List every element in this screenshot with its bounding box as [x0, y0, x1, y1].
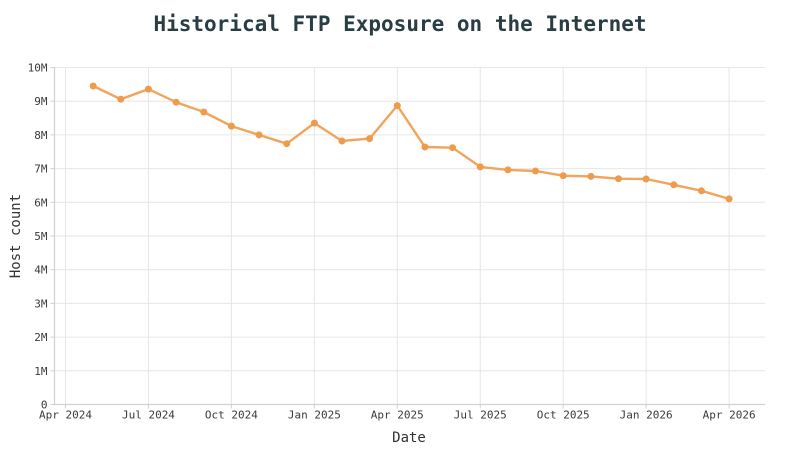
y-tick-label: 6M	[34, 196, 48, 209]
data-point-marker	[670, 181, 678, 189]
data-point-marker	[255, 131, 263, 139]
data-point-marker	[421, 143, 429, 151]
data-point-marker	[393, 102, 401, 110]
y-tick-label: 4M	[34, 264, 48, 277]
x-tick-label: Apr 2024	[39, 409, 92, 422]
y-tick-label: 9M	[34, 95, 48, 108]
data-point-marker	[200, 108, 208, 116]
data-point-marker	[283, 140, 291, 148]
data-line	[92, 84, 731, 201]
data-point-marker	[366, 135, 374, 143]
data-point-marker	[338, 137, 346, 145]
x-tick-label: Apr 2026	[703, 409, 756, 422]
x-tick-label: Oct 2025	[537, 409, 590, 422]
y-tick-label: 8M	[34, 129, 48, 142]
data-point-marker	[697, 187, 705, 195]
x-tick-label: Jan 2025	[288, 409, 341, 422]
data-point-marker	[532, 167, 539, 175]
y-tick-label: 2M	[34, 331, 48, 344]
data-point-marker	[172, 98, 180, 106]
data-point-marker	[117, 95, 125, 103]
x-tick-label: Jul 2025	[454, 409, 507, 422]
x-tick-label: Jan 2026	[620, 409, 673, 422]
y-tick-label: 3M	[34, 297, 48, 310]
x-tick-label: Oct 2024	[205, 409, 258, 422]
data-point-marker	[725, 195, 733, 203]
data-point-marker	[310, 119, 318, 127]
data-point-marker	[449, 144, 457, 152]
data-point-marker	[227, 122, 235, 130]
data-point-marker	[144, 85, 152, 93]
data-point-marker	[587, 172, 595, 180]
data-point-marker	[476, 163, 484, 171]
data-point-marker	[504, 166, 512, 174]
x-axis-title: Date	[392, 430, 426, 446]
data-point-marker	[559, 172, 567, 180]
y-tick-label: 1M	[34, 365, 48, 378]
data-point-marker	[89, 82, 97, 90]
chart-title: Historical FTP Exposure on the Internet	[153, 12, 647, 36]
data-point-marker	[615, 175, 622, 183]
y-tick-label: 5M	[34, 230, 48, 243]
y-tick-label: 0	[41, 399, 48, 412]
x-tick-label: Jul 2024	[122, 409, 175, 422]
x-tick-label: Apr 2025	[371, 409, 424, 422]
data-point-marker	[642, 175, 650, 183]
y-tick-label: 10M	[28, 62, 48, 75]
y-tick-label: 7M	[34, 163, 48, 176]
